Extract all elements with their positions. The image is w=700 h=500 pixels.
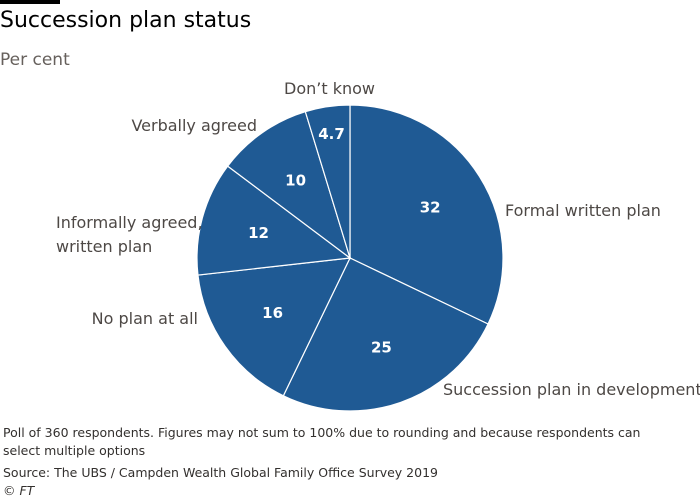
pie-slice-informally-agreed [196, 165, 352, 276]
pie-slice-dont-know [304, 104, 351, 259]
category-label-no-plan: No plan at all [92, 309, 198, 328]
title-rule [0, 0, 60, 4]
pie-slice-no-plan [197, 257, 352, 397]
category-label-formal-written-plan: Formal written plan [505, 201, 661, 220]
category-label-plan-in-development: Succession plan in development [443, 380, 700, 399]
footnote: Poll of 360 respondents. Figures may not… [3, 425, 641, 458]
category-label-verbally-agreed: Verbally agreed [131, 116, 257, 135]
chart-title: Succession plan status [0, 8, 252, 33]
pie-slice-plan-in-development [282, 257, 489, 412]
pie-slice-verbally-agreed [226, 110, 352, 260]
data-label-no-plan: 16 [262, 304, 283, 322]
chart-subtitle: Per cent [0, 50, 70, 70]
category-label-dont-know: Don’t know [284, 79, 375, 98]
data-label-dont-know: 4.7 [318, 125, 345, 143]
pie-slice-formal-written-plan [349, 104, 504, 325]
pie-chart: 32 Formal written plan 25 Succession plan i… [56, 79, 700, 412]
data-label-formal-written-plan: 32 [420, 198, 441, 216]
data-label-plan-in-development: 25 [371, 339, 392, 357]
data-label-informally-agreed: 12 [248, 224, 269, 242]
copyright-credit: © FT [3, 483, 35, 498]
data-label-verbally-agreed: 10 [285, 171, 306, 189]
source-note: Source: The UBS / Campden Wealth Global … [3, 465, 438, 480]
category-label-informally-agreed: Informally agreed, written plan [56, 213, 203, 256]
